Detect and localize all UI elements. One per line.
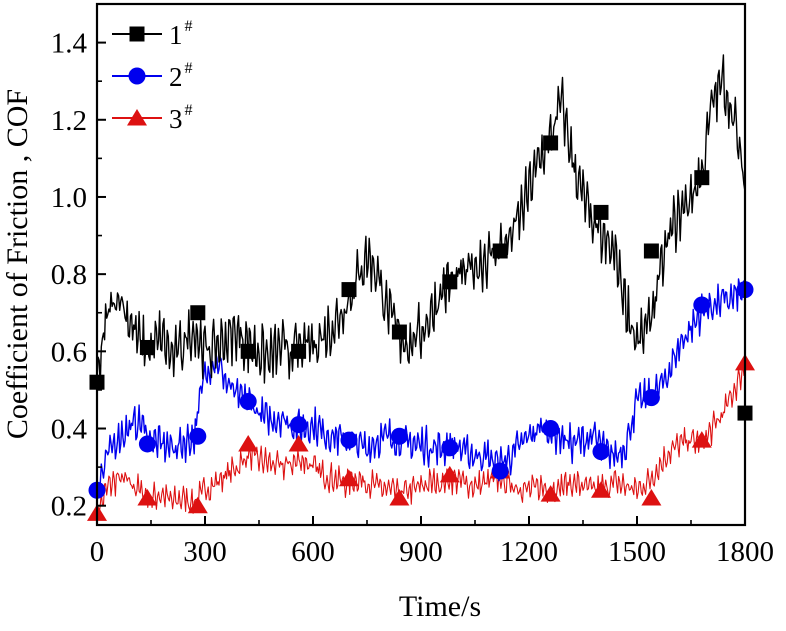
series-1-marker <box>341 282 357 298</box>
y-tick-label: 0.8 <box>51 259 87 291</box>
y-tick-label: 1.4 <box>51 28 88 60</box>
series-1-marker <box>139 339 155 355</box>
series-1-marker <box>190 305 206 321</box>
x-tick-label: 900 <box>399 536 443 568</box>
series-2-marker <box>592 443 610 461</box>
series-3-marker <box>691 431 712 448</box>
series-2-marker <box>290 416 308 434</box>
x-tick-label: 300 <box>183 536 227 568</box>
series-1-marker <box>291 343 307 359</box>
series-1-marker <box>593 204 609 220</box>
y-tick-label: 0.6 <box>51 336 87 368</box>
series-2-marker <box>138 435 156 453</box>
series-line-3 <box>96 363 746 514</box>
series-1-marker <box>694 170 710 186</box>
legend-marker-2 <box>128 67 146 85</box>
series-2-marker <box>441 439 459 457</box>
series-1-marker <box>391 324 407 340</box>
x-tick-label: 0 <box>90 536 105 568</box>
series-3-marker <box>439 465 460 483</box>
y-tick-label: 0.4 <box>51 414 88 446</box>
series-3-marker <box>288 434 309 452</box>
series-2-marker <box>340 431 358 449</box>
x-tick-label: 600 <box>291 536 335 568</box>
legend-label-3: 3 # <box>169 102 193 134</box>
series-3-marker <box>187 496 208 514</box>
axis-ticks <box>96 41 746 525</box>
legend-marker-1 <box>129 26 145 42</box>
legend-label-2: 2 # <box>169 60 193 92</box>
series-1-marker <box>543 135 559 151</box>
x-tick-labels: 0 300 600 900 1200 1500 1800 <box>90 536 774 568</box>
series-line-1 <box>96 54 746 388</box>
y-tick-label: 1.0 <box>51 182 87 214</box>
x-tick-label: 1500 <box>608 536 666 568</box>
x-axis-title: Time/s <box>399 590 481 623</box>
series-3-marker <box>137 488 158 506</box>
series-3-marker <box>389 488 410 506</box>
legend: 1 # 2 # 3 # <box>112 18 193 134</box>
y-axis-title: Coefficient of Friction , COF <box>1 89 34 439</box>
series-1-marker <box>240 343 256 359</box>
marker-layer <box>87 135 755 521</box>
series-2-marker <box>239 393 257 411</box>
series-3-marker <box>540 485 561 502</box>
series-3-marker <box>591 481 611 498</box>
series-layer <box>96 54 746 514</box>
y-tick-labels: 0.2 0.4 0.6 0.8 1.0 1.2 1.4 <box>51 28 88 523</box>
y-tick-label: 0.2 <box>51 491 87 523</box>
series-2-marker <box>542 420 560 438</box>
x-tick-label: 1800 <box>716 536 774 568</box>
series-2-marker <box>693 296 711 314</box>
series-2-marker <box>189 427 207 445</box>
x-tick-label: 1200 <box>500 536 558 568</box>
series-1-marker <box>492 243 508 259</box>
series-3-marker <box>238 434 259 452</box>
legend-marker-3 <box>127 109 147 126</box>
series-1-marker <box>643 243 659 259</box>
series-3-marker <box>339 469 359 487</box>
series-2-marker <box>390 427 408 445</box>
y-tick-label: 1.2 <box>51 105 87 137</box>
legend-label-1: 1 # <box>169 18 193 50</box>
series-3-marker <box>641 488 662 506</box>
series-1-marker <box>442 274 458 290</box>
series-2-marker <box>491 462 509 480</box>
series-2-marker <box>642 389 660 407</box>
series-line-2 <box>96 278 746 496</box>
